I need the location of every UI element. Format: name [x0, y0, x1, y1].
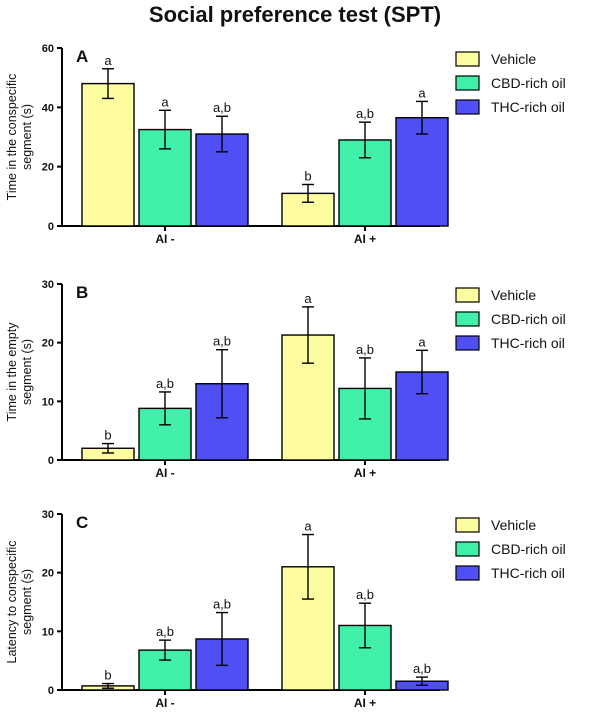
legend: Vehicle CBD-rich oil THC-rich oil: [455, 287, 566, 351]
y-tick-label: 30: [42, 279, 54, 291]
legend-swatch: [455, 517, 480, 533]
figure-title: Social preference test (SPT): [149, 2, 441, 27]
legend-swatch: [455, 541, 480, 557]
y-tick-label: 40: [42, 102, 54, 114]
legend-label: Vehicle: [491, 51, 536, 67]
y-axis-label: Time in the empty: [5, 322, 19, 422]
x-category-label: AI +: [354, 466, 376, 480]
legend-label: Vehicle: [491, 517, 536, 533]
panel-A: A Time in the conspecific segment (s) 0 20 40…: [5, 43, 566, 246]
legend-swatch: [455, 311, 480, 327]
y-tick-label: 0: [48, 221, 54, 233]
significance-label: b: [104, 428, 111, 443]
panel-letter: C: [76, 513, 88, 532]
legend: Vehicle CBD-rich oil THC-rich oil: [455, 517, 566, 581]
legend-swatch: [455, 99, 480, 115]
significance-label: a: [304, 519, 312, 534]
significance-label: a,b: [156, 376, 174, 391]
x-category-label: AI +: [354, 696, 376, 710]
significance-label: b: [304, 168, 311, 183]
y-axis-label: Latency to conspecific: [5, 541, 19, 664]
panel-letter: B: [76, 283, 88, 302]
significance-label: a,b: [413, 661, 431, 676]
significance-label: a,b: [356, 106, 374, 121]
significance-label: a,b: [213, 100, 231, 115]
y-axis-label: segment (s): [20, 339, 34, 405]
bar-thc-rich-oil-1: [395, 117, 449, 227]
legend-label: THC-rich oil: [491, 565, 565, 581]
significance-label: b: [104, 668, 111, 683]
y-tick-label: 0: [48, 685, 54, 697]
y-tick-label: 0: [48, 455, 54, 467]
significance-label: a,b: [213, 334, 231, 349]
legend-label: CBD-rich oil: [491, 75, 566, 91]
significance-label: a,b: [356, 587, 374, 602]
legend-label: CBD-rich oil: [491, 541, 566, 557]
panel-letter: A: [76, 47, 88, 66]
legend-label: THC-rich oil: [491, 335, 565, 351]
y-tick-label: 20: [42, 162, 54, 174]
significance-label: a: [418, 334, 426, 349]
significance-label: a: [161, 94, 169, 109]
significance-label: a: [418, 85, 426, 100]
legend-label: CBD-rich oil: [491, 311, 566, 327]
legend-swatch: [455, 51, 480, 67]
legend-label: Vehicle: [491, 287, 536, 303]
panel-C: C Latency to conspecific segment (s) 0 10 20 3…: [5, 509, 566, 710]
panel-B: B Time in the empty segment (s) 0 10 20 30 b a a,…: [5, 279, 566, 480]
y-tick-label: 20: [42, 568, 54, 580]
legend-swatch: [455, 75, 480, 91]
y-tick-label: 10: [42, 396, 54, 408]
significance-label: a: [304, 291, 312, 306]
significance-label: a,b: [156, 624, 174, 639]
bar-vehicle-0: [81, 82, 135, 227]
significance-label: a,b: [213, 597, 231, 612]
legend-label: THC-rich oil: [491, 99, 565, 115]
legend-swatch: [455, 335, 480, 351]
legend-swatch: [455, 565, 480, 581]
y-tick-label: 10: [42, 626, 54, 638]
y-axis-label: segment (s): [20, 569, 34, 635]
legend-swatch: [455, 287, 480, 303]
y-tick-label: 20: [42, 338, 54, 350]
y-axis-label: segment (s): [20, 104, 34, 170]
y-tick-label: 30: [42, 509, 54, 521]
significance-label: a: [104, 53, 112, 68]
significance-label: a,b: [356, 342, 374, 357]
y-tick-label: 60: [42, 43, 54, 55]
x-category-label: AI -: [155, 696, 174, 710]
legend: Vehicle CBD-rich oil THC-rich oil: [455, 51, 566, 115]
y-axis-label: Time in the conspecific: [5, 74, 19, 201]
x-category-label: AI +: [354, 232, 376, 246]
x-category-label: AI -: [155, 232, 174, 246]
x-category-label: AI -: [155, 466, 174, 480]
